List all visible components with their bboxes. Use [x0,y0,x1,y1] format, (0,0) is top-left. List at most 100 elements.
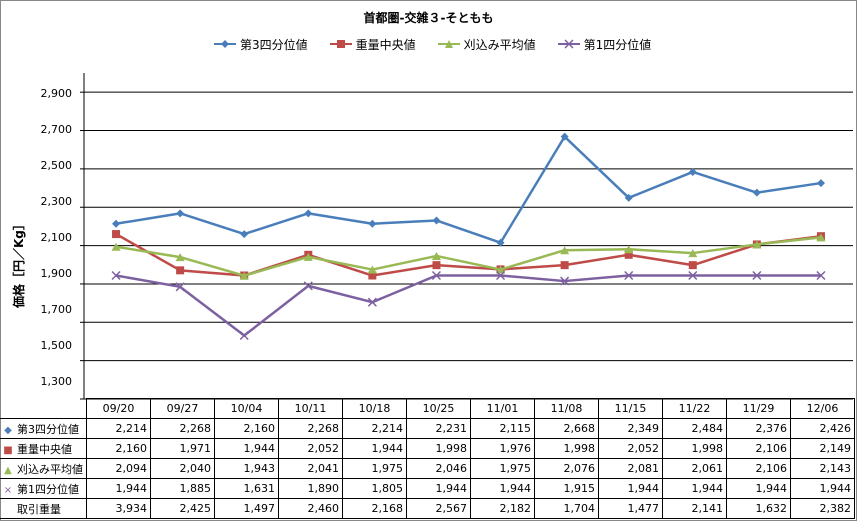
table-corner-cell [0,398,87,419]
data-point-2 [175,253,185,262]
data-label: 1,943 [214,458,279,479]
data-label: 2,143 [790,458,855,479]
legend-label-q1: 第1四分位値 [583,37,652,52]
legend-item-q3: 第3四分位値 [214,36,308,52]
data-label: 1,944 [790,478,855,499]
data-label: 1,998 [534,438,599,459]
data-label: 3,934 [86,498,151,519]
data-label: 2,349 [598,418,663,439]
data-label: 1,890 [278,478,343,499]
row-label: 重量中央値 [17,442,72,456]
data-point-0 [112,219,121,228]
y-tick-label: 2,500 [40,159,73,172]
data-label: 1,975 [342,458,407,479]
legend-label-q3: 第3四分位値 [240,37,308,52]
data-label: 1,998 [662,438,727,459]
data-point-1 [112,230,121,239]
data-label: 1,976 [470,438,535,459]
data-label: 1,885 [150,478,215,499]
data-label: 2,425 [150,498,215,519]
row-label: 第1四分位値 [17,482,79,496]
data-point-1 [368,271,377,280]
data-point-2 [752,240,762,249]
data-point-1 [560,261,569,270]
data-point-0 [688,167,697,176]
data-point-2 [816,233,826,242]
data-label: 2,141 [662,498,727,519]
data-point-1 [432,261,441,270]
data-label: 2,214 [342,418,407,439]
table-row: ■ 重量中央値 2,160 1,971 1,944 2,052 1,944 1,998 1,97… [0,438,855,459]
data-label: 2,376 [726,418,791,439]
data-point-3 [367,297,377,307]
legend-marker-triangle [437,40,460,48]
category-label: 10/18 [342,398,407,419]
legend-key-diamond: ◆ [4,424,12,436]
data-label: 1,971 [150,438,215,459]
series-line-0 [115,135,822,244]
category-label: 11/15 [598,398,663,419]
data-point-2 [111,242,121,251]
data-label: 2,182 [470,498,535,519]
data-point-3 [111,270,121,281]
data-table: 09/20 09/27 10/04 10/11 10/18 10/25 11/0… [0,398,855,519]
category-label: 10/11 [278,398,343,419]
data-point-0 [560,132,569,141]
data-label: 2,052 [278,438,343,459]
legend-label-trimmed: 刈込み平均値 [463,37,536,52]
table-row: × 第1四分位値 1,944 1,885 1,631 1,890 1,805 1,944 1,9… [0,478,855,499]
category-label: 09/27 [150,398,215,419]
data-point-1 [176,266,185,275]
data-point-0 [304,209,313,218]
data-point-3 [175,282,185,292]
data-point-0 [816,179,825,188]
data-label: 1,944 [342,438,407,459]
category-label: 11/08 [534,398,599,419]
legend-key-triangle: ▲ [4,464,12,476]
data-label: 2,160 [214,418,279,439]
data-label: 2,052 [598,438,663,459]
data-point-2 [688,249,698,258]
data-point-0 [176,209,185,218]
series-line-2 [115,236,822,277]
data-label: 2,160 [86,438,151,459]
row-label: 取引重量 [17,502,61,516]
data-label: 1,704 [534,498,599,519]
data-point-3 [752,270,762,281]
data-label: 2,460 [278,498,343,519]
data-point-3 [431,270,441,281]
data-point-1 [624,250,633,259]
table-row: 取引重量 3,934 2,425 1,497 2,460 2,168 2,567 2,182 1… [0,498,855,519]
row-label: 刈込み平均値 [17,462,83,476]
data-label: 2,115 [470,418,535,439]
data-label: 1,632 [726,498,791,519]
legend-marker-square [329,40,352,48]
table-header-row: 09/20 09/27 10/04 10/11 10/18 10/25 11/0… [0,398,855,419]
data-label: 2,076 [534,458,599,479]
y-tick-label: 2,100 [40,231,73,244]
data-label: 1,805 [342,478,407,499]
data-point-0 [752,188,761,197]
data-label: 2,231 [406,418,471,439]
chart-title: 首都圏-交雑３-そともも [363,11,494,25]
data-label: 2,214 [86,418,151,439]
data-label: 2,149 [790,438,855,459]
data-point-1 [688,261,697,270]
data-point-0 [240,230,249,239]
data-label: 2,268 [150,418,215,439]
data-point-2 [624,245,634,254]
data-point-0 [624,193,633,202]
category-label: 10/25 [406,398,471,419]
data-label: 2,094 [86,458,151,479]
data-point-2 [496,265,506,274]
data-label: 1,944 [662,478,727,499]
row-header: 取引重量 [0,498,87,519]
y-tick-label: 2,900 [40,87,73,100]
data-label: 1,944 [406,478,471,499]
table-row: ▲ 刈込み平均値 2,094 2,040 1,943 2,041 1,975 2,046 1,9… [0,458,855,479]
data-label: 2,268 [278,418,343,439]
data-point-0 [496,238,505,247]
data-label: 2,168 [342,498,407,519]
legend-marker-diamond [214,40,236,48]
category-label: 11/22 [662,398,727,419]
